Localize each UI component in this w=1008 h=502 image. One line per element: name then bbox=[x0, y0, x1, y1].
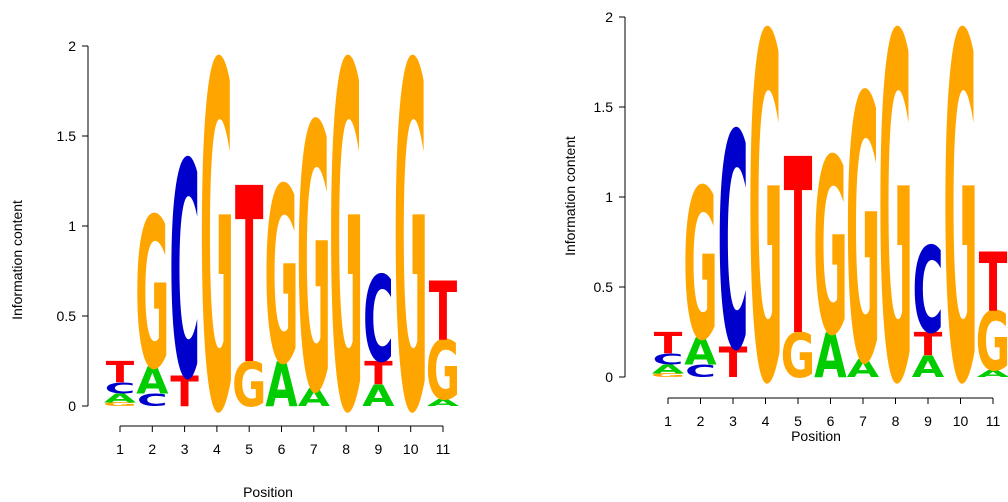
logo-panel-left: Information content Position 0 0.5 1 1.5 2 1 2… bbox=[9, 0, 460, 502]
logo-letter-g: G bbox=[846, 22, 880, 446]
x-tick-label: 4 bbox=[213, 441, 221, 457]
logo-letter-t: T bbox=[364, 355, 393, 392]
x-tick-label: 1 bbox=[116, 441, 124, 457]
x-tick-label: 6 bbox=[827, 413, 835, 429]
logo-letter-a: A bbox=[912, 349, 944, 384]
y-tick-label: 2 bbox=[68, 38, 76, 54]
x-tick-label: 2 bbox=[148, 441, 156, 457]
logo-letter-a: A bbox=[684, 331, 717, 374]
sequence-logo-left: Information content Position 0 0.5 1 1.5 2 1 2… bbox=[9, 0, 460, 502]
y-tick-label: 0.5 bbox=[57, 308, 77, 324]
x-tick-label: 5 bbox=[794, 413, 802, 429]
logo-letter-g: G bbox=[264, 137, 298, 419]
logo-letter-g: G bbox=[394, 0, 428, 502]
y-tick-label: 1 bbox=[605, 189, 613, 205]
y-tick-label: 2 bbox=[605, 9, 613, 25]
x-tick-label: 6 bbox=[278, 441, 286, 457]
logo-letter-g: G bbox=[781, 321, 815, 392]
x-tick-label: 10 bbox=[403, 441, 419, 457]
logo-letter-g: G bbox=[135, 175, 169, 416]
logo-letter-a: A bbox=[362, 378, 394, 413]
logo-letter-a: A bbox=[136, 360, 169, 403]
logo-letter-g: G bbox=[426, 325, 460, 419]
logo-panel-right: Information content Position 0 0.5 1 1.5 2 1 2… bbox=[504, 0, 1008, 502]
logo-letter-t: T bbox=[784, 108, 813, 389]
x-axis-title: Position bbox=[243, 484, 293, 500]
logo-letter-c: C bbox=[105, 380, 136, 397]
logo-letter-a: A bbox=[814, 321, 847, 392]
logo-letter-t: T bbox=[235, 137, 263, 419]
x-axis-title: Position bbox=[791, 428, 841, 444]
x-tick-label: 9 bbox=[924, 413, 932, 429]
logo-letter-c: C bbox=[137, 390, 168, 411]
y-tick-label: 1.5 bbox=[594, 99, 614, 115]
logo-letter-t: T bbox=[429, 265, 457, 359]
logo-letter-g: G bbox=[329, 0, 363, 502]
x-tick-label: 10 bbox=[953, 413, 969, 429]
logo-letter-g: G bbox=[103, 401, 137, 407]
logo-letter-a: A bbox=[652, 362, 685, 376]
logo-letter-t: T bbox=[106, 355, 135, 390]
logo-letter-c: C bbox=[169, 101, 200, 446]
logo-letter-c: C bbox=[913, 223, 944, 360]
logo-letter-g: G bbox=[297, 51, 331, 475]
logo-letter-g: G bbox=[813, 108, 847, 389]
x-tick-label: 11 bbox=[436, 441, 451, 457]
y-tick-label: 1 bbox=[68, 218, 76, 234]
logo-letter-a: A bbox=[427, 397, 460, 408]
x-tick-label: 3 bbox=[729, 413, 737, 429]
x-tick-label: 7 bbox=[310, 441, 318, 457]
sequence-logo-right: Information content Position 0 0.5 1 1.5 2 1 2… bbox=[562, 0, 1008, 490]
y-tick-label: 0 bbox=[605, 369, 613, 385]
logo-letter-c: C bbox=[653, 351, 684, 368]
logo-letter-a: A bbox=[265, 350, 297, 421]
y-axis-title: Information content bbox=[562, 136, 578, 256]
x-tick-label: 5 bbox=[245, 441, 253, 457]
logo-letter-a: A bbox=[104, 391, 137, 405]
x-tick-label: 2 bbox=[697, 413, 705, 429]
x-tick-label: 9 bbox=[375, 441, 383, 457]
logo-letter-c: C bbox=[363, 252, 394, 389]
y-tick-label: 0.5 bbox=[594, 279, 614, 295]
logo-letter-c: C bbox=[685, 361, 716, 381]
logo-letter-g: G bbox=[748, 0, 782, 490]
x-tick-label: 1 bbox=[664, 413, 672, 429]
y-tick-label: 0 bbox=[68, 398, 76, 414]
logo-letter-g: G bbox=[651, 373, 685, 379]
logo-letter-a: A bbox=[977, 368, 1008, 379]
logo-letter-g: G bbox=[878, 0, 912, 490]
logo-letter-t: T bbox=[719, 338, 748, 387]
x-tick-label: 8 bbox=[342, 441, 350, 457]
x-tick-label: 11 bbox=[986, 413, 1001, 429]
logo-letter-g: G bbox=[200, 0, 234, 502]
logo-letter-g: G bbox=[232, 350, 266, 421]
y-tick-label: 1.5 bbox=[57, 128, 77, 144]
logo-letter-g: G bbox=[683, 146, 717, 387]
x-tick-label: 7 bbox=[859, 413, 867, 429]
logo-letter-t: T bbox=[914, 325, 943, 363]
logo-letter-t: T bbox=[170, 367, 199, 416]
x-tick-label: 8 bbox=[892, 413, 900, 429]
logo-letter-t: T bbox=[979, 236, 1008, 330]
logo-letter-a: A bbox=[298, 384, 331, 413]
logo-letter-c: C bbox=[718, 72, 749, 416]
y-axis-title: Information content bbox=[9, 200, 25, 320]
logo-letter-t: T bbox=[654, 326, 683, 361]
x-tick-label: 4 bbox=[762, 413, 770, 429]
x-tick-label: 3 bbox=[181, 441, 189, 457]
logo-letter-a: A bbox=[847, 355, 880, 384]
logo-letter-g: G bbox=[976, 296, 1008, 390]
logo-letter-g: G bbox=[943, 0, 977, 490]
